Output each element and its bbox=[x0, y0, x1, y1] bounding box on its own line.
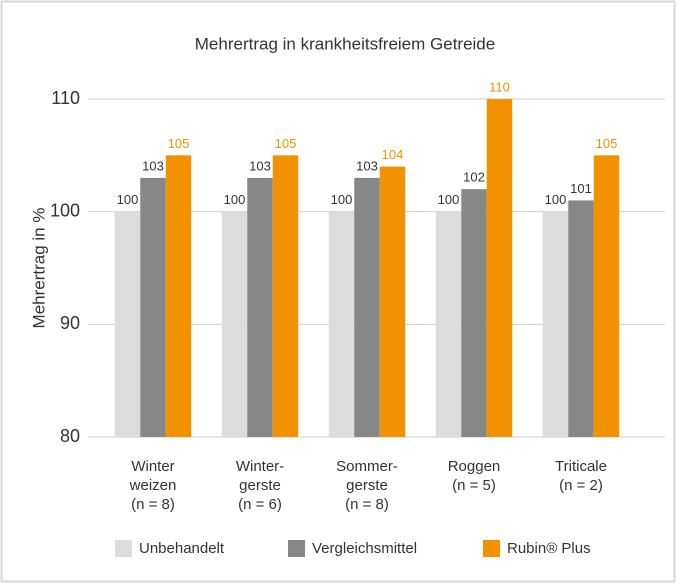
value-label: 100 bbox=[545, 192, 567, 207]
x-tick-label: weizen bbox=[129, 477, 177, 494]
value-label: 103 bbox=[249, 158, 271, 173]
y-tick-label: 100 bbox=[50, 200, 80, 220]
y-tick-label: 110 bbox=[51, 88, 80, 108]
value-label: 105 bbox=[275, 136, 297, 151]
bar bbox=[165, 155, 192, 438]
x-tick-label: (n = 8) bbox=[345, 496, 389, 513]
x-tick-label: gerste bbox=[346, 477, 388, 494]
legend-swatch bbox=[483, 540, 500, 557]
x-tick-label: (n = 6) bbox=[238, 496, 282, 513]
value-label: 100 bbox=[438, 192, 460, 207]
legend-swatch bbox=[115, 540, 132, 557]
value-label: 103 bbox=[356, 158, 378, 173]
bar bbox=[221, 211, 248, 437]
legend-label: Unbehandelt bbox=[139, 540, 225, 557]
x-tick-label: Roggen bbox=[448, 458, 501, 475]
value-label: 110 bbox=[489, 79, 510, 94]
value-label: 105 bbox=[168, 136, 190, 151]
x-tick-label: (n = 2) bbox=[559, 477, 603, 494]
bar bbox=[247, 177, 273, 437]
x-tick-label: Triticale bbox=[555, 458, 607, 475]
bar bbox=[272, 155, 299, 438]
bar bbox=[328, 211, 355, 437]
value-label: 103 bbox=[142, 158, 164, 173]
bar bbox=[542, 211, 569, 437]
y-tick-label: 90 bbox=[60, 313, 80, 333]
y-tick-label: 80 bbox=[60, 426, 80, 446]
x-tick-label: gerste bbox=[239, 477, 281, 494]
bar bbox=[114, 211, 141, 437]
bar bbox=[354, 177, 380, 437]
bar bbox=[435, 211, 462, 437]
value-label: 100 bbox=[117, 192, 139, 207]
legend-label: Vergleichsmittel bbox=[312, 540, 417, 557]
y-axis-label: Mehrertrag in % bbox=[29, 208, 48, 329]
bar bbox=[568, 200, 594, 437]
bar bbox=[593, 155, 620, 438]
value-label: 100 bbox=[331, 192, 353, 207]
value-label: 100 bbox=[224, 192, 246, 207]
x-tick-label: Winter bbox=[131, 458, 174, 475]
chart-title: Mehrertrag in krankheitsfreiem Getreide bbox=[195, 34, 495, 53]
bar bbox=[140, 177, 166, 437]
value-label: 101 bbox=[570, 181, 592, 196]
bar bbox=[379, 166, 406, 437]
x-tick-label: (n = 8) bbox=[131, 496, 175, 513]
value-label: 102 bbox=[463, 170, 485, 185]
legend-label: Rubin® Plus bbox=[507, 540, 591, 557]
x-tick-label: Sommer- bbox=[336, 458, 398, 475]
legend-swatch bbox=[288, 540, 305, 557]
bar bbox=[461, 189, 487, 437]
x-tick-label: Winter- bbox=[236, 458, 284, 475]
x-tick-label: (n = 5) bbox=[452, 477, 496, 494]
value-label: 104 bbox=[382, 147, 404, 162]
bar bbox=[486, 99, 513, 437]
value-label: 105 bbox=[596, 136, 618, 151]
